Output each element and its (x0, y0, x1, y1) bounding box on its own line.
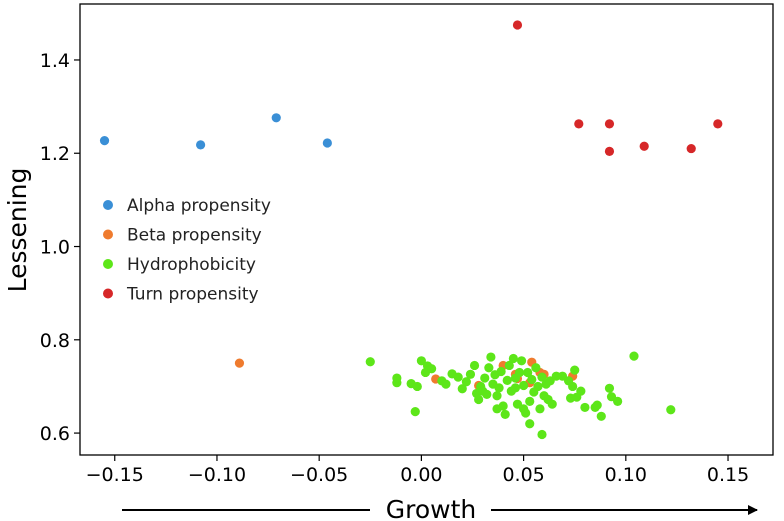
point-hydrophobicity (412, 381, 422, 392)
point-hydrophobicity (604, 383, 615, 393)
point-beta-propensity (234, 358, 245, 368)
point-hydrophobicity (666, 405, 676, 415)
point-hydrophobicity (465, 369, 476, 379)
point-hydrophobicity (502, 375, 512, 385)
point-hydrophobicity (469, 360, 480, 371)
legend-label: Turn propensity (126, 285, 259, 305)
point-hydrophobicity (537, 429, 547, 440)
legend-marker (103, 288, 113, 299)
point-hydrophobicity (629, 351, 639, 361)
point-hydrophobicity (484, 363, 494, 373)
point-alpha-propensity (99, 136, 110, 146)
point-hydrophobicity (441, 379, 451, 389)
x-tick-label: 0.15 (707, 464, 749, 486)
point-hydrophobicity (516, 356, 527, 366)
point-hydrophobicity (457, 384, 467, 394)
point-hydrophobicity (496, 366, 506, 377)
point-hydrophobicity (570, 365, 580, 375)
point-hydrophobicity (492, 391, 502, 401)
x-axis-label: Growth (386, 495, 477, 521)
legend-label: Hydrophobicity (127, 255, 256, 275)
point-hydrophobicity (519, 380, 529, 391)
point-hydrophobicity (392, 373, 402, 383)
legend-marker (103, 200, 113, 210)
point-hydrophobicity (576, 386, 586, 396)
point-hydrophobicity (596, 411, 606, 421)
point-hydrophobicity (523, 367, 533, 378)
point-hydrophobicity (510, 383, 521, 393)
y-tick-label: 1.4 (40, 50, 70, 72)
point-hydrophobicity (416, 356, 426, 366)
legend-marker (103, 259, 113, 269)
point-turn-propensity (639, 141, 649, 151)
y-tick-label: 0.8 (40, 330, 70, 352)
point-hydrophobicity (531, 363, 541, 373)
legend-label: Beta propensity (127, 226, 262, 246)
point-hydrophobicity (427, 364, 437, 374)
x-tick-label: −0.15 (86, 464, 144, 486)
point-hydrophobicity (521, 408, 531, 418)
point-hydrophobicity (461, 377, 471, 387)
point-hydrophobicity (525, 419, 535, 429)
x-tick-label: 0.10 (605, 464, 647, 486)
point-alpha-propensity (322, 138, 332, 148)
y-tick-label: 1.0 (40, 237, 70, 259)
point-hydrophobicity (514, 367, 525, 378)
x-axis-ticks: −0.15 −0.10 −0.05 0.00 0.05 0.10 0.15 (86, 455, 749, 486)
x-tick-label: 0.00 (400, 464, 442, 486)
point-hydrophobicity (508, 353, 518, 364)
point-hydrophobicity (498, 401, 508, 411)
point-turn-propensity (574, 119, 584, 129)
point-hydrophobicity (482, 389, 492, 399)
point-turn-propensity (713, 119, 723, 129)
y-axis-ticks: 0.6 0.8 1.0 1.2 1.4 (40, 50, 80, 445)
point-hydrophobicity (533, 381, 543, 392)
x-tick-label: −0.10 (188, 464, 246, 486)
point-hydrophobicity (474, 394, 484, 405)
point-hydrophobicity (504, 360, 514, 371)
point-hydrophobicity (568, 381, 578, 392)
x-tick-label: −0.05 (290, 464, 348, 486)
point-alpha-propensity (196, 140, 206, 150)
data-points (99, 20, 723, 440)
point-hydrophobicity (453, 372, 463, 382)
y-tick-label: 0.6 (40, 423, 70, 445)
point-hydrophobicity (494, 383, 504, 393)
x-tick-label: 0.05 (502, 464, 544, 486)
point-alpha-propensity (271, 113, 281, 123)
point-hydrophobicity (527, 374, 537, 385)
point-hydrophobicity (500, 409, 510, 420)
point-hydrophobicity (480, 373, 490, 383)
point-turn-propensity (604, 146, 615, 156)
legend-marker (103, 229, 113, 240)
point-turn-propensity (512, 20, 523, 30)
point-hydrophobicity (613, 396, 623, 406)
y-axis-label: Lessening (3, 168, 32, 293)
legend-label: Alpha propensity (127, 196, 271, 216)
point-hydrophobicity (410, 407, 420, 417)
y-tick-label: 1.2 (40, 143, 70, 165)
point-turn-propensity (686, 143, 696, 154)
point-hydrophobicity (365, 357, 375, 367)
point-turn-propensity (604, 119, 615, 129)
point-hydrophobicity (547, 399, 557, 409)
point-hydrophobicity (592, 400, 602, 410)
plot-frame (79, 3, 774, 456)
point-hydrophobicity (525, 396, 535, 406)
legend: Alpha propensity Beta propensity Hydrophob… (103, 196, 271, 305)
point-hydrophobicity (535, 404, 545, 414)
point-hydrophobicity (580, 402, 590, 413)
point-hydrophobicity (486, 352, 496, 362)
point-hydrophobicity (537, 372, 547, 382)
